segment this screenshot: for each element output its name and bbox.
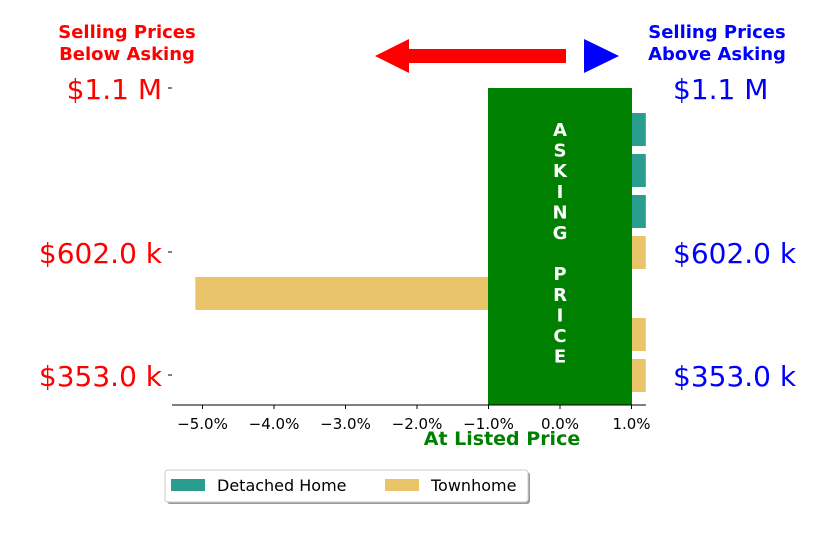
asking-letter: R <box>553 285 567 306</box>
price-label-right-mid: $602.0 k <box>673 237 797 270</box>
asking-letter: K <box>553 161 568 182</box>
x-axis-ticks: −5.0% −4.0% −3.0% −2.0% −1.0% 0.0% 1.0% <box>177 405 651 433</box>
price-label-left-bottom: $353.0 k <box>39 360 163 393</box>
x-tick-label: −3.0% <box>320 415 371 433</box>
header-right-line2: Above Asking <box>648 44 786 65</box>
legend-label-townhome: Townhome <box>430 476 516 495</box>
x-tick-label: −1.0% <box>463 415 514 433</box>
price-label-right-bottom: $353.0 k <box>673 360 797 393</box>
asking-letter: N <box>552 202 567 223</box>
x-axis-label: At Listed Price <box>424 428 580 450</box>
asking-price-band <box>488 88 632 405</box>
asking-letter: E <box>554 347 566 368</box>
price-label-left-top: $1.1 M <box>67 73 162 106</box>
asking-letter: I <box>557 305 564 326</box>
header-left-line1: Selling Prices <box>58 22 195 43</box>
legend-swatch-detached <box>171 479 205 491</box>
x-tick-label: 1.0% <box>612 415 650 433</box>
asking-letter: S <box>554 141 567 162</box>
left-arrow-icon <box>375 39 566 73</box>
asking-letter: P <box>553 264 566 285</box>
x-tick-label: −2.0% <box>392 415 443 433</box>
legend-swatch-townhome <box>385 479 419 491</box>
asking-letter: C <box>553 326 566 347</box>
header-right-line1: Selling Prices <box>648 22 785 43</box>
right-arrow-icon <box>584 39 619 73</box>
legend: Detached Home Townhome <box>164 469 530 504</box>
price-label-right-top: $1.1 M <box>673 73 768 106</box>
asking-letter: I <box>557 182 564 203</box>
header-left-line2: Below Asking <box>59 44 195 65</box>
price-label-left-mid: $602.0 k <box>39 237 163 270</box>
legend-label-detached: Detached Home <box>217 476 347 495</box>
x-tick-label: −4.0% <box>249 415 300 433</box>
asking-letter: A <box>553 120 567 141</box>
asking-letter: G <box>553 223 568 244</box>
x-tick-label: 0.0% <box>541 415 579 433</box>
x-tick-label: −5.0% <box>177 415 228 433</box>
